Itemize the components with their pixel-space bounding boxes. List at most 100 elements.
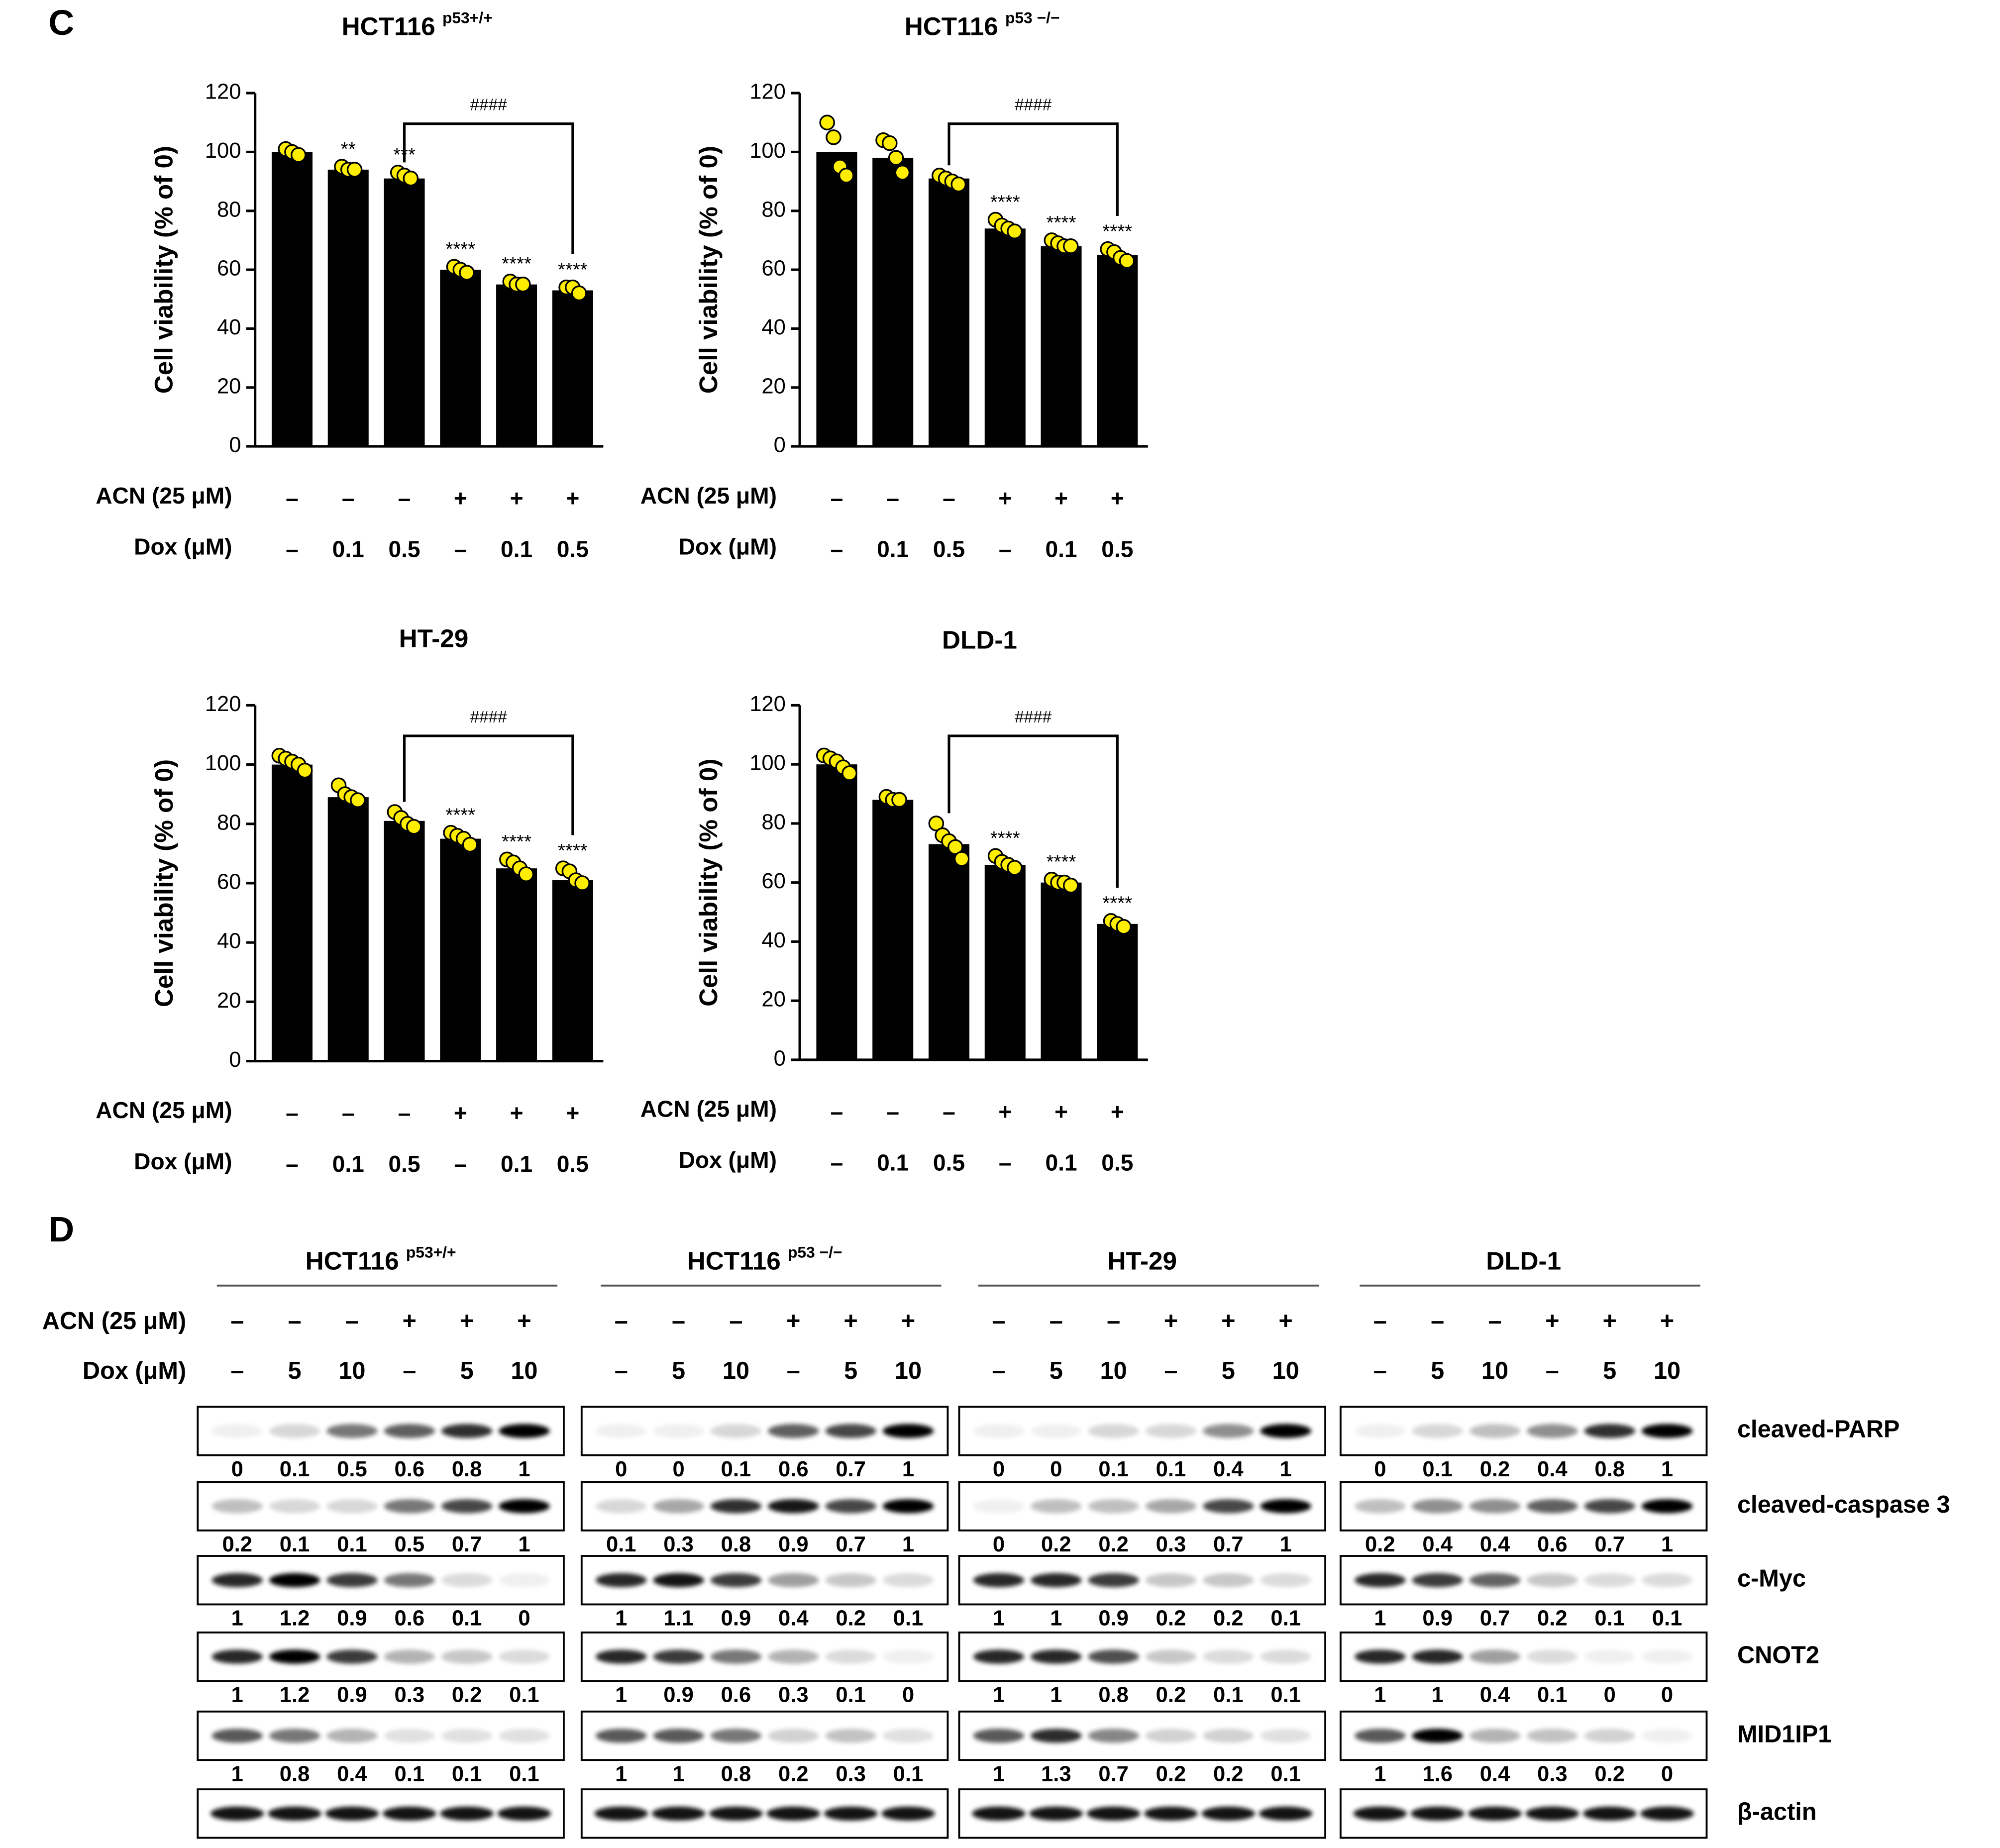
band: [384, 1424, 435, 1438]
quantification: 0: [518, 1607, 530, 1631]
quantification: 0.2: [1213, 1607, 1244, 1631]
treatment-value: 0.5: [933, 1149, 965, 1175]
quantification: 0.9: [1098, 1607, 1129, 1631]
quantification: 0.9: [663, 1683, 694, 1707]
band: [211, 1729, 263, 1743]
treatment-value: +: [1221, 1308, 1235, 1335]
quantification: 0.1: [394, 1762, 424, 1786]
band: [211, 1649, 263, 1664]
band: [1527, 1573, 1578, 1587]
quantification: 0.1: [1213, 1683, 1244, 1707]
y-tick-label: 80: [761, 810, 785, 834]
quantification: 0.8: [721, 1762, 751, 1786]
protein-label: β-actin: [1737, 1799, 1817, 1826]
quantification: 0.1: [509, 1762, 539, 1786]
quantification: 1: [1280, 1533, 1292, 1556]
band: [1088, 1499, 1139, 1514]
treatment-value: –: [831, 1099, 843, 1125]
treatment-value: 10: [723, 1357, 749, 1384]
band: [768, 1424, 819, 1438]
quantification: 1: [1050, 1607, 1062, 1631]
quantification: 0: [231, 1457, 243, 1481]
quantification: 0.4: [1422, 1533, 1453, 1556]
y-axis-label: Cell viability (% of 0): [150, 146, 178, 394]
band: [499, 1499, 550, 1514]
treatment-value: +: [566, 485, 579, 511]
quantification: 0.8: [721, 1533, 751, 1556]
treatment-value: 5: [1603, 1357, 1616, 1384]
band: [269, 1573, 320, 1587]
bar: [984, 865, 1026, 1060]
data-point: [346, 162, 363, 178]
protein-label: MID1IP1: [1737, 1721, 1831, 1747]
band: [1355, 1729, 1406, 1743]
treatment-value: –: [886, 485, 899, 511]
band: [595, 1649, 647, 1664]
band: [326, 1499, 378, 1514]
quantification: 1: [231, 1607, 243, 1631]
treatment-value: –: [992, 1308, 1005, 1335]
quantification: 0.1: [280, 1533, 310, 1556]
band: [1412, 1729, 1463, 1743]
title-text: DLD-1: [1486, 1246, 1561, 1275]
band: [595, 1729, 647, 1743]
title: HT-29: [1108, 1246, 1177, 1275]
data-point: [462, 836, 478, 853]
significance-label: ****: [990, 827, 1020, 849]
quantification: 0.6: [394, 1607, 424, 1631]
treatment-value: –: [342, 485, 355, 511]
loading-band: [1468, 1806, 1522, 1821]
band: [1584, 1424, 1635, 1438]
treatment-value: +: [901, 1308, 915, 1335]
quantification: 1: [993, 1762, 1005, 1786]
band: [973, 1424, 1025, 1438]
treatment-value: –: [454, 536, 467, 562]
significance-label: ****: [1102, 221, 1132, 242]
treatment-value: –: [831, 536, 843, 562]
band: [1031, 1424, 1082, 1438]
band: [1203, 1424, 1254, 1438]
band: [1260, 1424, 1311, 1438]
band: [1412, 1573, 1463, 1587]
quantification: 0.4: [778, 1607, 809, 1631]
quantification: 0.9: [721, 1607, 751, 1631]
treatment-label: ACN (25 μM): [42, 1308, 186, 1335]
band: [1088, 1649, 1139, 1664]
data-point: [518, 866, 534, 882]
treatment-value: 10: [1272, 1357, 1299, 1384]
quantification: 0.1: [1652, 1607, 1683, 1631]
quantification: 0.1: [836, 1683, 866, 1707]
quantification: 1: [993, 1607, 1005, 1631]
data-point: [950, 176, 966, 193]
quantification: 0.7: [836, 1533, 866, 1556]
treatment-label: Dox (μM): [134, 1148, 232, 1174]
band: [1260, 1573, 1311, 1587]
quantification: 1.6: [1422, 1762, 1453, 1786]
data-point: [403, 170, 419, 187]
quantification: 1: [518, 1457, 530, 1481]
comparison-label: ####: [1015, 96, 1052, 114]
data-point: [291, 147, 307, 163]
band: [1469, 1424, 1521, 1438]
quantification: 0.1: [1594, 1607, 1625, 1631]
treatment-value: +: [1054, 1099, 1068, 1125]
treatment-value: –: [454, 1151, 467, 1177]
treatment-value: 10: [1654, 1357, 1681, 1384]
band: [1355, 1649, 1406, 1664]
quantification: 0.3: [394, 1683, 424, 1707]
title-text: HCT116: [905, 12, 998, 40]
treatment-value: –: [286, 485, 299, 511]
treatment-value: 0.1: [877, 1149, 909, 1175]
protein-label: cleaved-PARP: [1737, 1416, 1900, 1443]
band: [326, 1729, 378, 1743]
band: [1641, 1424, 1693, 1438]
title: HCT116 p53 −/−: [905, 9, 1060, 40]
treatment-value: –: [288, 1308, 302, 1335]
bar: [1097, 255, 1138, 447]
band: [595, 1573, 647, 1587]
treatment-value: 0.1: [877, 536, 909, 562]
treatment-value: +: [566, 1100, 579, 1126]
loading-band: [440, 1806, 494, 1821]
quantification: 0.9: [1422, 1607, 1453, 1631]
